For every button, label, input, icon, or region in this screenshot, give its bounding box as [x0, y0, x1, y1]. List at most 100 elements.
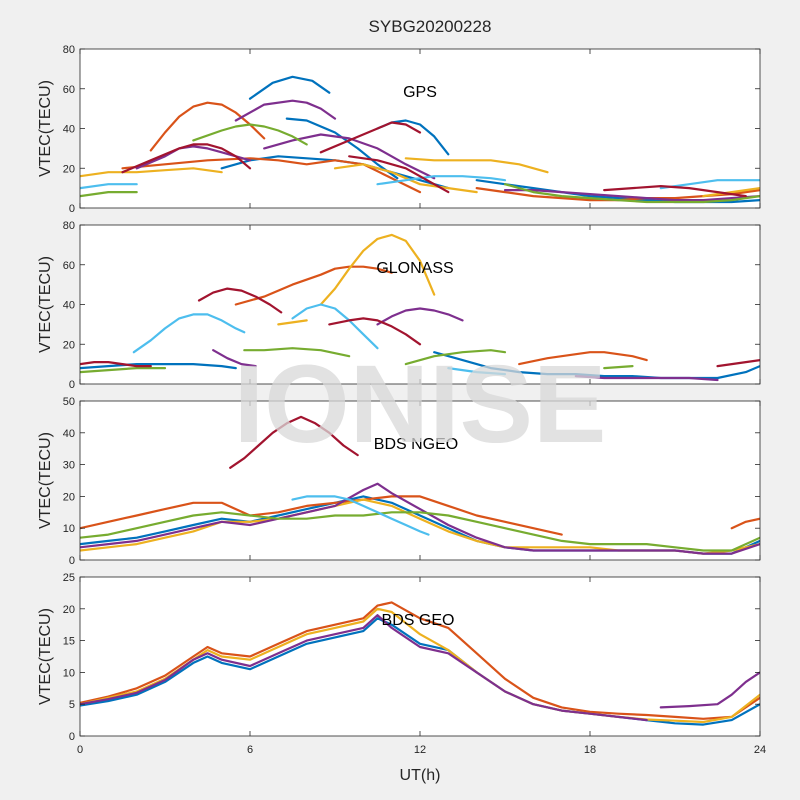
y-tick-label: 40 — [63, 428, 75, 440]
series-line-cyan — [291, 303, 379, 350]
series-line-cyan — [376, 175, 507, 186]
y-tick-label: 0 — [69, 555, 75, 567]
series-line-cyan — [447, 367, 507, 376]
plot-area — [80, 49, 760, 208]
series-line-maroon — [716, 359, 760, 368]
series-line-maroon — [80, 361, 152, 368]
series-line-orange — [149, 101, 266, 152]
y-tick-label: 80 — [63, 44, 75, 56]
series-line-cyan — [291, 495, 430, 536]
y-tick-label: 0 — [69, 203, 75, 215]
series-line-maroon — [603, 185, 747, 198]
y-tick-label: 40 — [63, 124, 75, 136]
panel-label: GLONASS — [376, 260, 453, 277]
series-line-yellow — [277, 319, 308, 326]
series-line-green — [80, 191, 138, 198]
series-line-green — [503, 183, 760, 204]
series-group — [80, 233, 760, 382]
panel-gps: 0 20 40 60 80 VTEC(TECU) GPS — [37, 44, 761, 215]
panel-label: BDS NGEO — [374, 436, 458, 453]
series-line-maroon — [328, 317, 422, 346]
series-line-orange — [121, 157, 422, 194]
y-axis-label: VTEC(TECU) — [37, 256, 54, 353]
panel-label: BDS GEO — [382, 612, 455, 629]
series-line-green — [192, 123, 308, 146]
y-axis-label: VTEC(TECU) — [37, 80, 54, 177]
y-tick-label: 60 — [63, 84, 75, 96]
series-line-orange — [730, 517, 760, 530]
series-line-purple — [135, 145, 252, 170]
series-line-yellow — [702, 187, 760, 198]
series-group — [80, 415, 760, 555]
panel-glonass: 0 20 40 60 80 VTEC(TECU) GLONASS — [37, 220, 761, 391]
series-line-purple — [659, 671, 760, 709]
series-line-purple — [376, 307, 464, 326]
series-line-purple — [503, 189, 760, 202]
y-tick-label: 10 — [63, 667, 75, 679]
x-tick-label: 18 — [584, 744, 596, 756]
series-line-purple — [263, 133, 436, 180]
y-tick-label: 60 — [63, 260, 75, 272]
series-line-orange — [80, 601, 760, 720]
series-line-purple — [574, 375, 719, 382]
series-line-purple — [234, 99, 337, 122]
series-line-green — [404, 349, 507, 366]
series-line-yellow — [404, 157, 549, 174]
plot-area — [80, 577, 760, 736]
watermark: IONISE — [234, 343, 607, 466]
y-tick-label: 20 — [63, 163, 75, 175]
series-line-yellow — [319, 233, 436, 306]
series-line-yellow — [80, 167, 223, 178]
series-line-orange — [518, 351, 648, 366]
y-tick-label: 0 — [69, 379, 75, 391]
series-line-cyan — [659, 179, 760, 190]
series-line-maroon — [348, 155, 450, 194]
x-tick-label: 12 — [414, 744, 426, 756]
plot-area — [80, 225, 760, 384]
y-tick-label: 30 — [63, 460, 75, 472]
series-line-green — [80, 511, 760, 552]
y-tick-label: 80 — [63, 220, 75, 232]
series-line-orange — [234, 265, 393, 306]
series-line-purple — [80, 614, 648, 722]
y-tick-label: 5 — [69, 699, 75, 711]
series-line-green — [243, 347, 351, 358]
x-axis-label: UT(h) — [400, 767, 441, 784]
series-line-orange — [80, 495, 563, 536]
x-tick-label: 24 — [754, 744, 766, 756]
series-line-purple — [212, 349, 257, 368]
y-tick-label: 15 — [63, 636, 75, 648]
panel-bds-ngeo: 0 10 20 30 40 50 VTEC(TECU) BDS NGEO — [37, 396, 761, 567]
y-tick-label: 20 — [63, 604, 75, 616]
x-tick-label: 0 — [77, 744, 83, 756]
x-tick-label: 6 — [247, 744, 253, 756]
y-axis-label: VTEC(TECU) — [37, 608, 54, 705]
series-line-maroon — [229, 415, 359, 469]
y-tick-label: 20 — [63, 339, 75, 351]
y-tick-label: 25 — [63, 572, 75, 584]
series-line-maroon — [121, 143, 252, 174]
panel-bds-geo: 0 5 10 15 20 25 0 6 12 18 24 VTEC(TECU) BDS GEO — [37, 572, 766, 756]
series-line-cyan — [132, 313, 246, 354]
y-tick-label: 20 — [63, 491, 75, 503]
series-line-cyan — [80, 183, 138, 190]
y-tick-label: 0 — [69, 731, 75, 743]
y-tick-label: 40 — [63, 300, 75, 312]
y-tick-label: 50 — [63, 396, 75, 408]
series-line-green — [80, 367, 167, 374]
series-line-purple — [80, 482, 760, 555]
series-line-maroon — [197, 287, 283, 314]
series-line-maroon — [319, 121, 422, 154]
plot-area — [80, 401, 760, 560]
series-group — [80, 601, 760, 726]
y-tick-label: 10 — [63, 523, 75, 535]
series-line-blue — [80, 363, 237, 370]
series-line-green — [603, 365, 634, 370]
series-group — [80, 75, 760, 204]
y-axis-label: VTEC(TECU) — [37, 432, 54, 529]
series-line-blue — [248, 75, 331, 100]
figure-title: SYBG20200228 — [369, 17, 492, 36]
panel-label: GPS — [403, 84, 437, 101]
